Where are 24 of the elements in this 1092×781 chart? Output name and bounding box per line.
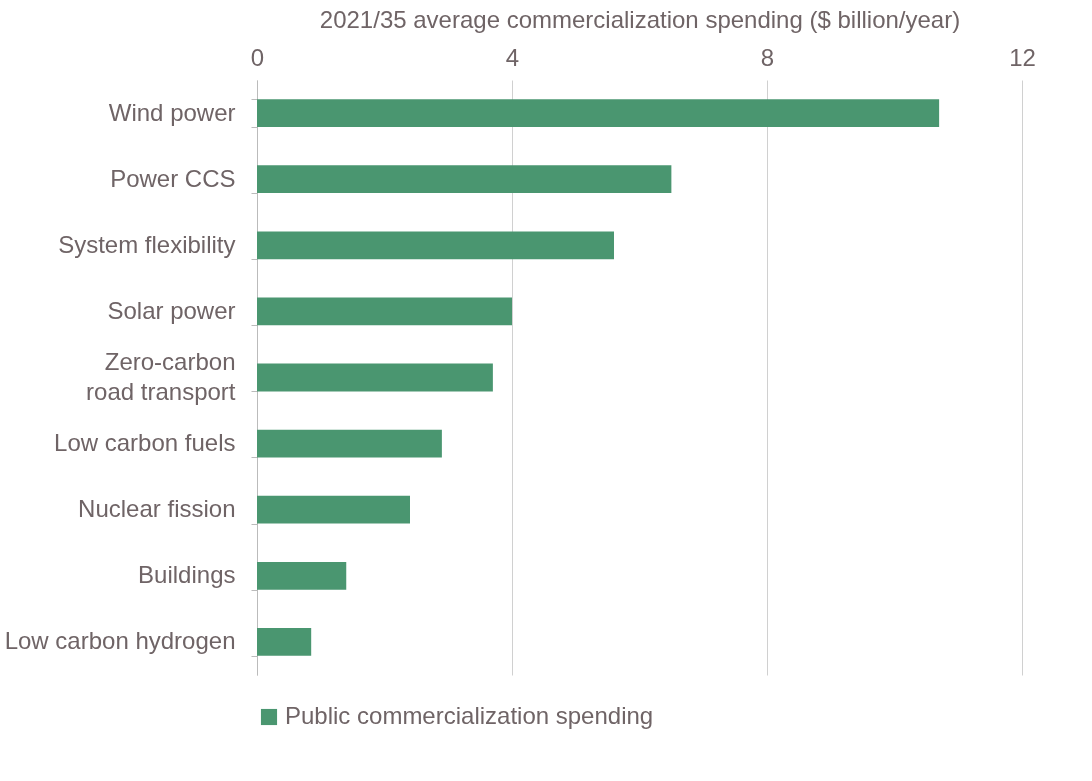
bar [257,429,442,458]
y-tick-label: Power CCS [110,164,236,192]
y-tick-label: Low carbon hydrogen [4,627,236,655]
bar [257,495,410,524]
x-tick-label: 4 [505,43,520,71]
bar [257,165,672,194]
x-tick-label: 12 [1009,43,1036,71]
bar [257,363,493,392]
y-tick-label: Zero-carbon road transport [86,348,236,405]
y-tick-label: Solar power [107,296,236,324]
legend-label: Public commercialization spending [285,702,654,729]
bar [257,231,614,260]
y-tick-label: Wind power [108,98,236,126]
bar [257,297,512,326]
x-tick-label: 8 [760,43,775,71]
y-tick-label: Buildings [138,561,236,589]
x-tick-label: 0 [250,43,265,71]
bar [257,99,940,127]
bar [257,561,347,590]
y-tick-label: Low carbon fuels [54,429,236,457]
x-axis-title: 2021/35 average commercialization spending ($ billion/year) [319,5,961,33]
bar [257,628,312,656]
y-tick-label: Nuclear fission [78,495,236,523]
y-tick-label: System flexibility [58,230,236,258]
